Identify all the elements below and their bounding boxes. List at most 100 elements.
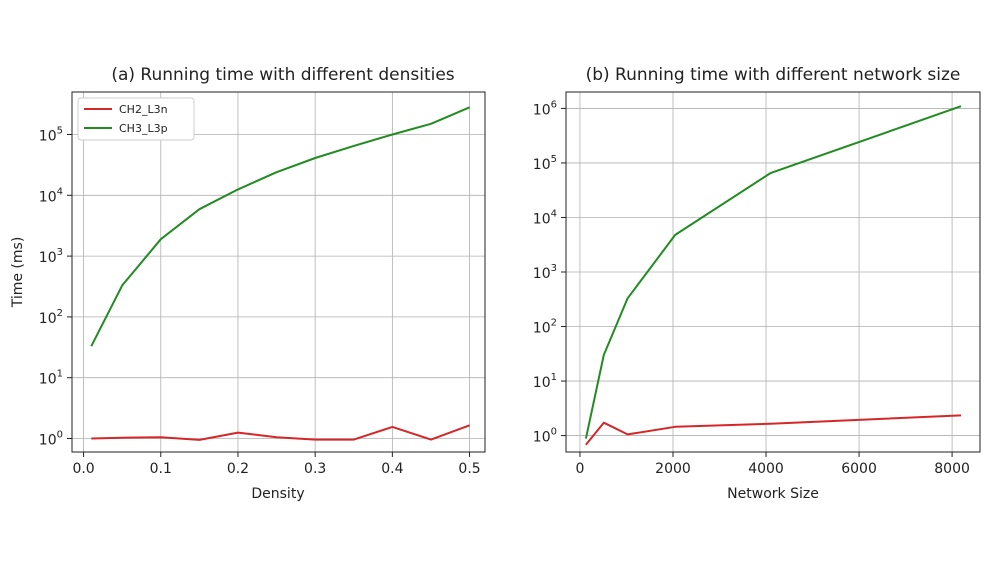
chart-a-legend: CH2_L3n CH3_L3p (77, 97, 195, 141)
data-point-ch2-l3n (315, 439, 316, 440)
y-tick-base: 10 (533, 157, 551, 173)
y-tick-base: 10 (533, 430, 551, 446)
data-point-ch3-l3p (237, 189, 238, 190)
y-tick-exponent: 5 (57, 125, 63, 136)
y-tick-label: 102 (533, 318, 557, 337)
chart-a-x-label: Density (251, 486, 304, 502)
data-point-ch3-l3p (160, 239, 161, 240)
legend-label-ch3-l3p: CH3_L3p (119, 122, 168, 135)
data-point-ch2-l3n (770, 423, 771, 424)
data-point-ch3-l3p (770, 173, 771, 174)
y-tick-label: 100 (533, 427, 557, 446)
chart-b-network-size: (b) Running time with different network … (533, 65, 981, 502)
series-line-ch3-l3p (584, 105, 962, 439)
data-point-ch2-l3n (160, 437, 161, 438)
y-tick-base: 10 (39, 433, 57, 449)
chart-a-y-label: Time (ms) (10, 237, 26, 309)
chart-a-grid (72, 92, 485, 452)
data-point-ch2-l3n (353, 439, 354, 440)
chart-b-x-ticks: 0 2000 4000 6000 8000 (575, 452, 970, 477)
x-tick-label: 4000 (748, 461, 784, 477)
data-point-ch2-l3n (585, 444, 586, 445)
series-line-ch2-l3n (91, 424, 470, 441)
legend-label-ch2-l3n: CH2_L3n (119, 103, 168, 116)
data-point-ch2-l3n (392, 426, 393, 427)
y-tick-label: 101 (39, 369, 63, 388)
data-point-ch3-l3p (627, 298, 628, 299)
data-point-ch2-l3n (276, 437, 277, 438)
y-tick-label: 100 (39, 430, 63, 449)
data-point-ch3-l3p (91, 346, 92, 347)
chart-a-densities: (a) Running time with different densitie… (10, 65, 486, 502)
x-tick-label: 2000 (655, 461, 691, 477)
y-tick-base: 10 (39, 372, 57, 388)
y-tick-label: 103 (533, 263, 557, 282)
y-tick-exponent: 3 (57, 247, 63, 258)
y-tick-base: 10 (533, 266, 551, 282)
chart-a-title: (a) Running time with different densitie… (111, 65, 454, 85)
y-tick-label: 105 (533, 154, 557, 173)
data-point-ch2-l3n (237, 432, 238, 433)
data-point-ch2-l3n (627, 434, 628, 435)
data-point-ch3-l3p (392, 134, 393, 135)
y-tick-base: 10 (533, 375, 551, 391)
y-tick-exponent: 4 (57, 186, 63, 197)
y-tick-label: 106 (533, 99, 557, 118)
y-tick-base: 10 (39, 128, 57, 144)
y-tick-exponent: 2 (551, 318, 557, 329)
y-tick-base: 10 (533, 102, 551, 118)
y-tick-exponent: 6 (551, 99, 557, 110)
chart-b-x-label: Network Size (727, 486, 819, 502)
x-tick-label: 0.4 (381, 461, 403, 477)
y-tick-exponent: 4 (551, 208, 557, 219)
y-tick-exponent: 2 (57, 308, 63, 319)
x-tick-label: 0.3 (304, 461, 326, 477)
chart-a-plot-frame (71, 91, 486, 453)
data-point-ch3-l3p (585, 438, 586, 439)
data-point-ch2-l3n (961, 415, 962, 416)
chart-b-series (584, 105, 962, 446)
data-point-ch3-l3p (353, 145, 354, 146)
y-tick-exponent: 0 (551, 427, 557, 438)
y-tick-base: 10 (39, 311, 57, 327)
data-point-ch2-l3n (199, 439, 200, 440)
y-tick-base: 10 (39, 189, 57, 205)
x-tick-label: 0.0 (72, 461, 94, 477)
data-point-ch3-l3p (430, 123, 431, 124)
y-tick-label: 105 (39, 125, 63, 144)
y-tick-base: 10 (533, 321, 551, 337)
y-tick-label: 102 (39, 308, 63, 327)
x-tick-label: 0 (575, 461, 584, 477)
x-tick-label: 6000 (841, 461, 877, 477)
data-point-ch3-l3p (199, 209, 200, 210)
chart-b-title: (b) Running time with different network … (586, 65, 961, 85)
data-point-ch2-l3n (91, 438, 92, 439)
data-point-ch3-l3p (961, 106, 962, 107)
y-tick-label: 104 (39, 186, 63, 205)
data-point-ch2-l3n (603, 422, 604, 423)
y-tick-label: 101 (533, 372, 557, 391)
y-tick-label: 104 (533, 208, 557, 227)
x-tick-label: 0.1 (150, 461, 172, 477)
y-tick-exponent: 0 (57, 430, 63, 441)
y-tick-exponent: 3 (551, 263, 557, 274)
x-tick-label: 8000 (934, 461, 970, 477)
chart-a-series (90, 106, 470, 441)
x-tick-label: 0.2 (227, 461, 249, 477)
data-point-ch3-l3p (675, 234, 676, 235)
series-line-ch2-l3n (585, 414, 962, 446)
y-tick-label: 103 (39, 247, 63, 266)
data-point-ch3-l3p (122, 285, 123, 286)
data-point-ch2-l3n (469, 425, 470, 426)
x-tick-label: 0.5 (458, 461, 480, 477)
y-tick-exponent: 1 (551, 372, 557, 383)
y-tick-exponent: 5 (551, 154, 557, 165)
data-point-ch3-l3p (315, 158, 316, 159)
series-line-ch3-l3p (90, 106, 470, 347)
data-point-ch3-l3p (276, 172, 277, 173)
chart-b-grid (566, 92, 980, 452)
data-point-ch2-l3n (122, 437, 123, 438)
data-point-ch3-l3p (469, 107, 470, 108)
